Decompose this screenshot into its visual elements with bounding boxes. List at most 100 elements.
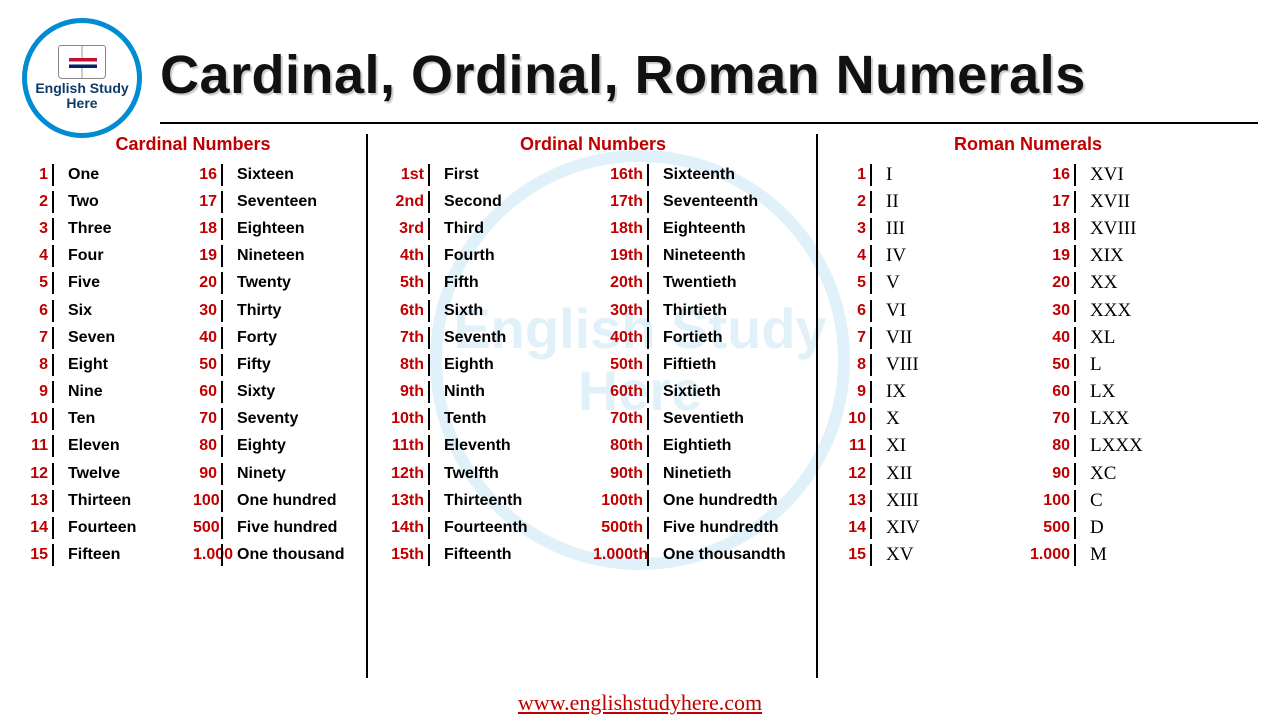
item-word: Ten — [64, 410, 193, 428]
item-bar — [428, 191, 440, 213]
item-number: 13th — [374, 492, 428, 510]
item-bar — [1074, 435, 1086, 457]
item-bar — [647, 408, 659, 430]
item-word: XXX — [1086, 300, 1232, 322]
item-number: 30 — [193, 302, 221, 320]
item-number: 15th — [374, 546, 428, 564]
item-number: 100 — [193, 492, 221, 510]
list-item: 16Sixteen — [193, 161, 362, 188]
item-number: 80 — [193, 437, 221, 455]
list-item: 15XV — [824, 542, 1028, 569]
item-word: Five hundred — [233, 519, 362, 537]
list-item: 4Four — [24, 243, 193, 270]
item-number: 6 — [824, 302, 870, 320]
item-bar — [1074, 490, 1086, 512]
list-item: 3III — [824, 215, 1028, 242]
item-bar — [221, 272, 233, 294]
item-word: Tenth — [440, 410, 593, 428]
item-bar — [647, 245, 659, 267]
item-bar — [1074, 517, 1086, 539]
item-number: 100 — [1028, 492, 1074, 510]
list-item: 70Seventy — [193, 406, 362, 433]
item-bar — [221, 354, 233, 376]
item-word: III — [882, 218, 1028, 240]
item-word: IV — [882, 245, 1028, 267]
item-word: LXXX — [1086, 435, 1232, 457]
item-word: Eleven — [64, 437, 193, 455]
item-number: 20 — [1028, 274, 1074, 292]
item-number: 10th — [374, 410, 428, 428]
item-bar — [221, 300, 233, 322]
item-word: First — [440, 166, 593, 184]
item-bar — [428, 408, 440, 430]
item-bar — [428, 327, 440, 349]
item-number: 10 — [24, 410, 52, 428]
item-bar — [1074, 300, 1086, 322]
item-bar — [428, 272, 440, 294]
item-bar — [52, 272, 64, 294]
item-number: 1 — [824, 166, 870, 184]
list-item: 70LXX — [1028, 406, 1232, 433]
item-number: 8 — [24, 356, 52, 374]
item-word: Sixty — [233, 383, 362, 401]
item-word: Twelve — [64, 465, 193, 483]
item-bar — [1074, 381, 1086, 403]
list-item: 9Nine — [24, 379, 193, 406]
item-number: 50 — [193, 356, 221, 374]
item-number: 5 — [824, 274, 870, 292]
item-word: VIII — [882, 354, 1028, 376]
logo-line2: Here — [66, 96, 97, 111]
item-number: 70 — [193, 410, 221, 428]
item-bar — [1074, 327, 1086, 349]
list-item: 30thThirtieth — [593, 297, 812, 324]
item-bar — [870, 245, 882, 267]
brand-logo: English Study Here — [22, 18, 142, 138]
list-item: 20thTwentieth — [593, 270, 812, 297]
list-item: 40XL — [1028, 324, 1232, 351]
item-bar — [428, 544, 440, 566]
list-item: 7VII — [824, 324, 1028, 351]
item-bar — [221, 463, 233, 485]
item-word: Thirteen — [64, 492, 193, 510]
item-bar — [221, 490, 233, 512]
list-item: 6Six — [24, 297, 193, 324]
item-number: 12th — [374, 465, 428, 483]
list-item: 13XIII — [824, 487, 1028, 514]
item-word: D — [1086, 517, 1232, 539]
item-number: 40th — [593, 329, 647, 347]
item-bar — [647, 544, 659, 566]
item-word: XI — [882, 435, 1028, 457]
item-word: Eight — [64, 356, 193, 374]
item-number: 7th — [374, 329, 428, 347]
item-bar — [647, 517, 659, 539]
list-item: 60LX — [1028, 379, 1232, 406]
list-item: 20XX — [1028, 270, 1232, 297]
list-item: 18Eighteen — [193, 215, 362, 242]
item-word: Eighty — [233, 437, 362, 455]
list-item: 8thEighth — [374, 351, 593, 378]
list-item: 16XVI — [1028, 161, 1232, 188]
item-bar — [52, 300, 64, 322]
item-word: Sixteen — [233, 166, 362, 184]
list-item: 9IX — [824, 379, 1028, 406]
page-title: Cardinal, Ordinal, Roman Numerals — [160, 44, 1260, 106]
list-item: 1.000thOne thousandth — [593, 542, 812, 569]
list-item: 80thEightieth — [593, 433, 812, 460]
item-number: 16 — [1028, 166, 1074, 184]
item-bar — [647, 272, 659, 294]
item-number: 19th — [593, 247, 647, 265]
list-item: 18thEighteenth — [593, 215, 812, 242]
item-number: 3 — [24, 220, 52, 238]
item-number: 1 — [24, 166, 52, 184]
item-number: 19 — [1028, 247, 1074, 265]
item-word: Fifteen — [64, 546, 193, 564]
item-bar — [428, 354, 440, 376]
item-bar — [870, 327, 882, 349]
roman-section: Roman Numerals 1I2II3III4IV5V6VI7VII8VII… — [818, 130, 1238, 682]
item-word: XL — [1086, 327, 1232, 349]
list-item: 100thOne hundredth — [593, 487, 812, 514]
item-number: 11 — [24, 437, 52, 455]
list-item: 17thSeventeenth — [593, 188, 812, 215]
item-word: IX — [882, 381, 1028, 403]
list-item: 10th Tenth — [374, 406, 593, 433]
